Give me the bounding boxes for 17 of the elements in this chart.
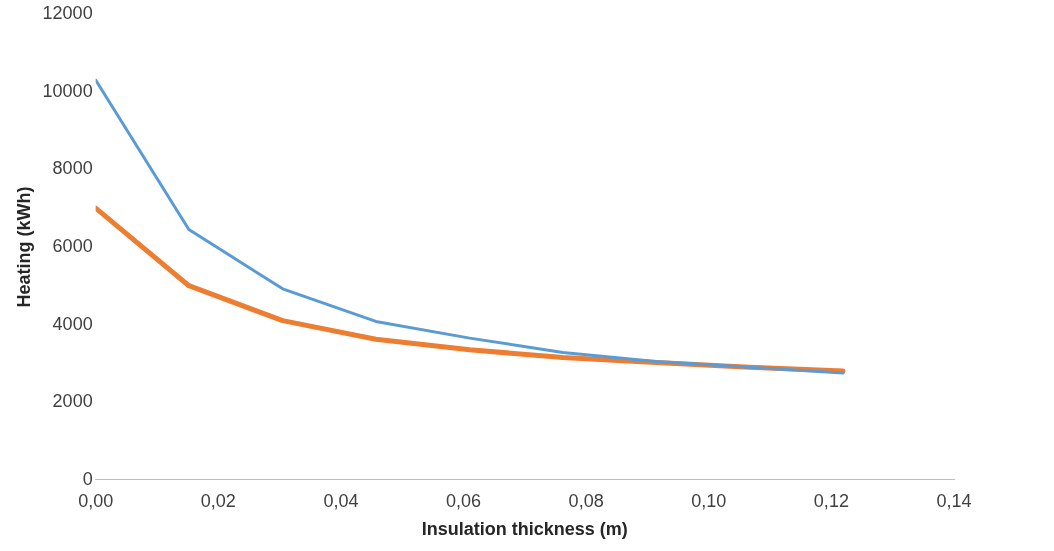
x-tick-label: 0,00 (78, 490, 114, 511)
x-tick-label: 0,02 (200, 490, 236, 511)
x-tick-label: 0,10 (691, 490, 727, 511)
x-tick-label: 0,14 (936, 490, 972, 511)
x-axis-title: Insulation thickness (m) (421, 519, 628, 540)
y-tick-label: 4000 (52, 313, 93, 334)
y-tick-label: 12000 (42, 2, 93, 23)
y-tick-label: 8000 (52, 158, 93, 179)
y-axis-title: Heating (kWh) (13, 186, 34, 308)
y-tick-label: 0 (82, 468, 93, 489)
x-tick-label: 0,12 (813, 490, 849, 511)
x-tick-label: 0,06 (445, 490, 482, 511)
x-tick-label: 0,04 (323, 490, 359, 511)
y-tick-label: 2000 (52, 391, 93, 412)
y-tick-label: 6000 (52, 235, 93, 256)
x-tick-label: 0,08 (568, 490, 604, 511)
y-tick-label: 10000 (42, 80, 93, 101)
